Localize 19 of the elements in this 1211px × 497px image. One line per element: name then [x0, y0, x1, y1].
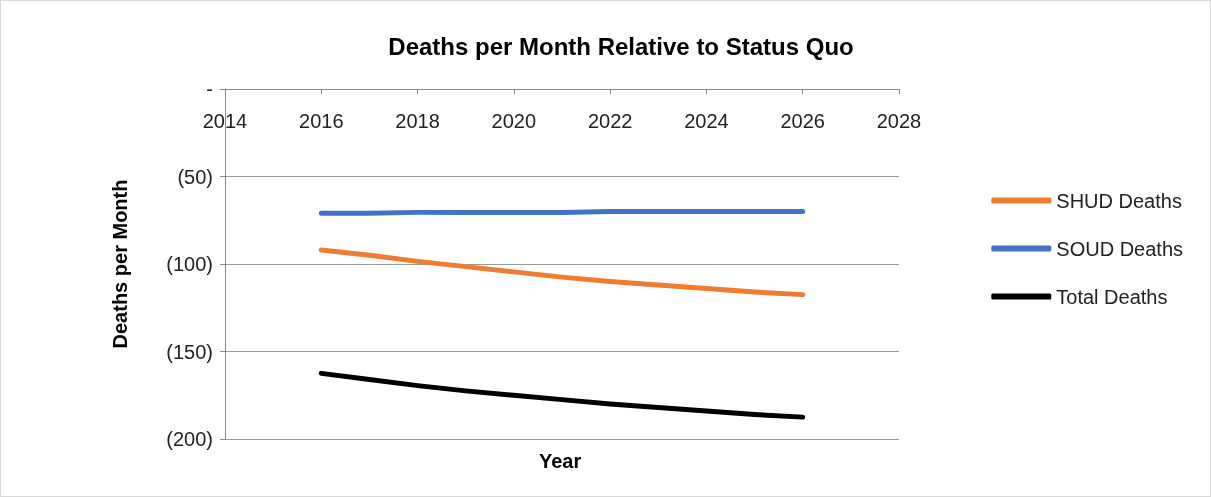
x-tick-label: 2018: [395, 110, 440, 132]
x-tick-label: 2016: [299, 110, 344, 132]
x-tick-label: 2024: [684, 110, 729, 132]
chart-title: Deaths per Month Relative to Status Quo: [388, 32, 854, 60]
legend-label: Total Deaths: [1056, 285, 1168, 308]
x-tick-label: 2022: [587, 110, 633, 132]
legend-label: SOUD Deaths: [1056, 237, 1184, 260]
y-axis-title: Deaths per Month: [109, 179, 131, 349]
x-tick-label: 2026: [780, 110, 825, 132]
y-tick-label: (200): [166, 428, 213, 450]
x-tick-label: 2020: [491, 110, 537, 132]
y-tick-label: -: [206, 78, 213, 100]
y-tick-label: (100): [166, 253, 213, 275]
x-tick-label: 2014: [202, 110, 248, 132]
y-tick-label: (50): [177, 165, 213, 188]
legend-label: SHUD Deaths: [1056, 189, 1182, 212]
x-tick-label: 2028: [876, 110, 922, 132]
x-axis-title: Year: [539, 450, 582, 472]
y-tick-label: (150): [166, 340, 213, 363]
